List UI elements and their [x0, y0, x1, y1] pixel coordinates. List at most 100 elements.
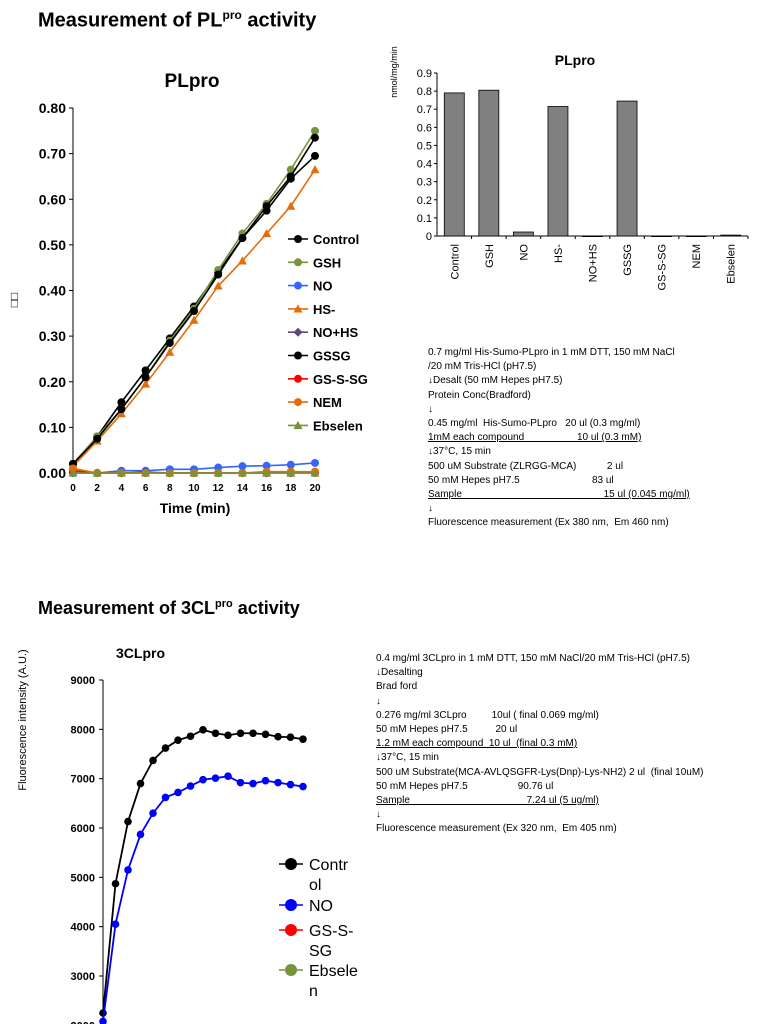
plpro-data-point — [311, 458, 319, 467]
3clpro-y-tick-label: 9000 — [71, 675, 95, 687]
plpro-bar — [685, 235, 707, 238]
3clpro-data-point — [161, 793, 170, 802]
plpro-legend-label: NEM — [313, 395, 342, 410]
3clpro-y-tick-label: 6000 — [71, 823, 95, 835]
protocol-line: 500 uM Substrate(MCA-AVLQSGFR-Lys(Dnp)-L… — [376, 766, 704, 778]
plpro-x-tick-label: 16 — [261, 483, 273, 494]
plpro-y-tick-label: 0.20 — [39, 374, 66, 390]
plpro-legend-label: Control — [313, 232, 359, 247]
plpro-legend-marker — [294, 374, 302, 383]
plpro-data-point — [213, 468, 223, 477]
plpro-data-point — [238, 462, 247, 471]
3clpro-y-tick-label: 2000 — [71, 1020, 95, 1024]
plpro-data-point — [262, 461, 271, 470]
3clpro-data-point — [286, 733, 295, 742]
3clpro-data-point — [111, 879, 120, 888]
plpro-data-point — [141, 366, 150, 375]
3clpro-data-point — [149, 809, 157, 817]
3clpro-data-point — [99, 1017, 107, 1024]
protocol-line: ↓37°C, 15 min — [428, 446, 491, 458]
plpro-data-point — [262, 202, 271, 211]
plpro-legend-label: GSSG — [313, 349, 351, 364]
3clpro-data-point — [286, 780, 295, 789]
plpro-legend-label: GSH — [313, 255, 341, 270]
protocol-line: Fluorescence measurement (Ex 380 nm, Em … — [428, 517, 669, 529]
plpro-bar-category-label: HS- — [553, 244, 565, 263]
plpro-data-point — [286, 468, 296, 477]
protocol-line: 50 mM Hepes pH7.5 20 ul — [376, 723, 518, 735]
3clpro-section-heading: Measurement of 3CLpro activity — [38, 598, 300, 619]
protocol-line: 0.276 mg/ml 3CLpro 10ul ( final 0.069 mg… — [376, 709, 599, 721]
3clpro-data-point — [186, 732, 195, 741]
protocol-line: ↓Desalting — [376, 667, 423, 679]
3clpro-y-tick-label: 3000 — [71, 971, 95, 983]
plpro-bar-y-tick-label: 0.5 — [417, 140, 432, 152]
plpro-data-point — [286, 165, 295, 174]
plpro-y-tick-label: 0.80 — [39, 100, 66, 116]
3clpro-data-point — [161, 744, 170, 752]
plpro-data-point — [286, 460, 295, 469]
plpro-data-point — [311, 133, 319, 142]
plpro-legend-marker — [294, 235, 302, 243]
protocol-line: 1mM each compound 10 ul (0.3 mM) — [428, 432, 642, 444]
protocol-line: ↓ — [376, 695, 381, 707]
3clpro-data-point — [224, 772, 232, 780]
3clpro-data-point — [261, 776, 270, 785]
plpro-bar — [720, 234, 742, 237]
3clpro-legend-label: GS-S- — [309, 923, 353, 940]
plpro-heading-sup: pro — [222, 8, 242, 22]
plpro-bar-title: PLpro — [555, 52, 595, 68]
plpro-legend-label: HS- — [313, 302, 335, 317]
plpro-data-point — [141, 373, 150, 382]
plpro-x-tick-label: 12 — [213, 483, 225, 494]
plpro-bar-category-label: Ebselen — [726, 244, 738, 284]
protocol-line: ↓ — [376, 809, 381, 821]
plpro-data-point — [117, 405, 126, 414]
protocol-line: Fluorescence measurement (Ex 320 nm, Em … — [376, 823, 617, 835]
plpro-protocol: 0.7 mg/ml His-Sumo-PLpro in 1 mM DTT, 15… — [428, 346, 690, 530]
protocol-line: 0.7 mg/ml His-Sumo-PLpro in 1 mM DTT, 15… — [428, 347, 675, 358]
plpro-y-axis-label: □□ — [7, 293, 21, 308]
plpro-bar-category-label: GS-S-SG — [657, 244, 669, 290]
protocol-line: /20 mM Tris-HCl (pH7.5) — [428, 361, 537, 373]
plpro-data-point — [117, 398, 126, 407]
plpro-legend-marker — [294, 398, 302, 407]
3clpro-legend-label: Contr — [309, 857, 349, 874]
plpro-y-tick-label: 0.40 — [39, 283, 66, 299]
protocol-line: ↓Desalt (50 mM Hepes pH7.5) — [428, 375, 563, 387]
plpro-data-point — [262, 468, 272, 477]
3clpro-legend-marker — [285, 858, 297, 870]
plpro-data-point — [165, 338, 174, 347]
plpro-legend-label: Ebselen — [313, 418, 363, 433]
plpro-data-point — [286, 172, 295, 181]
plpro-x-axis-label: Time (min) — [160, 500, 231, 516]
3clpro-data-point — [111, 920, 120, 928]
plpro-bar — [616, 100, 638, 237]
plpro-bar — [651, 235, 673, 238]
3clpro-data-point — [186, 782, 195, 790]
protocol-line: Protein Conc(Bradford) — [428, 389, 531, 401]
plpro-data-point — [213, 281, 223, 290]
3clpro-data-point — [211, 729, 220, 738]
plpro-y-tick-label: 0.60 — [39, 191, 66, 207]
plpro-x-tick-label: 0 — [70, 483, 76, 494]
3clpro-data-point — [124, 817, 132, 826]
plpro-bar-y-tick-label: 0.9 — [417, 68, 432, 80]
3clpro-data-point — [249, 779, 257, 788]
plpro-bar-category-label: GSSG — [622, 244, 634, 276]
plpro-bar-category-label: NEM — [691, 244, 703, 268]
3clpro-heading-sup: pro — [215, 598, 233, 610]
protocol-line: 50 mM Hepes pH7.5 90.76 ul — [376, 780, 554, 792]
plpro-bar-category-label: NO+HS — [588, 244, 600, 282]
plpro-legend-marker — [293, 420, 303, 429]
plpro-bar-y-label: nmol/mg/min — [389, 46, 399, 98]
3clpro-data-point — [211, 774, 220, 782]
plpro-data-point — [141, 379, 151, 388]
plpro-y-tick-label: 0.00 — [39, 465, 66, 481]
plpro-x-tick-label: 8 — [167, 483, 173, 494]
plpro-x-tick-label: 14 — [237, 483, 249, 494]
plpro-data-point — [93, 434, 102, 443]
plpro-bar-y-tick-label: 0.4 — [417, 159, 432, 171]
3clpro-y-axis-label: Fluorescence intensity (A.U.) — [17, 649, 29, 790]
